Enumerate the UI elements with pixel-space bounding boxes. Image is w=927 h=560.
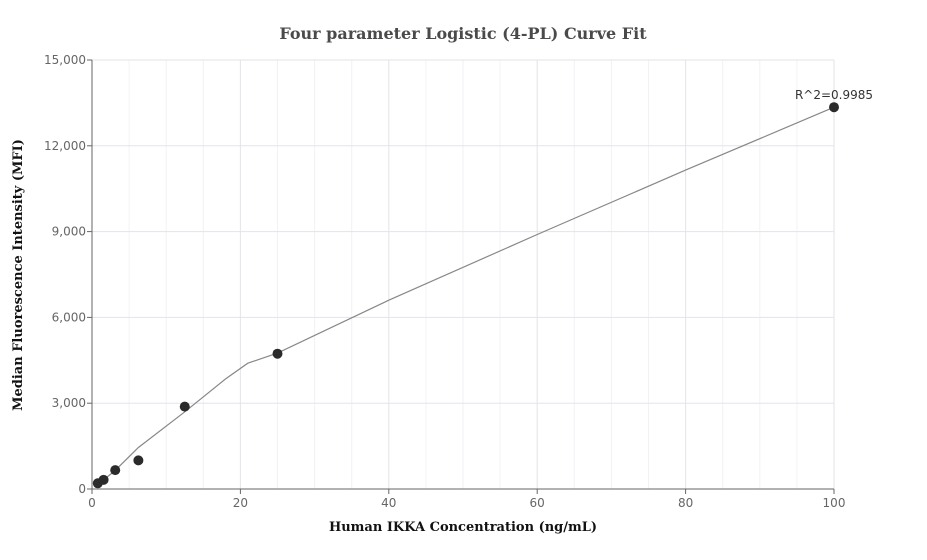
y-tick-label: 15,000 <box>44 53 86 67</box>
y-tick-label: 12,000 <box>44 139 86 153</box>
x-tick-label: 100 <box>823 496 846 510</box>
y-tick-label: 0 <box>78 482 86 496</box>
data-points <box>92 102 839 489</box>
tick-labels: 0 20 40 60 80 100 0 3,000 6,000 9,000 12,000 15,000 <box>44 53 845 510</box>
data-point <box>179 401 190 412</box>
y-tick-label: 6,000 <box>52 310 86 324</box>
data-point <box>133 455 144 466</box>
fit-curve-layer <box>97 106 835 486</box>
fit-curve <box>97 106 835 486</box>
axes <box>91 60 834 490</box>
x-tick-label: 0 <box>88 496 96 510</box>
chart-title: Four parameter Logistic (4-PL) Curve Fit <box>279 24 647 43</box>
data-point <box>110 465 121 476</box>
annotations: R^2=0.9985 <box>795 88 873 102</box>
x-tick-label: 40 <box>381 496 396 510</box>
y-tick-label: 3,000 <box>52 396 86 410</box>
grid <box>91 59 835 490</box>
data-point <box>829 102 839 113</box>
r-squared-annotation: R^2=0.9985 <box>795 88 873 102</box>
y-axis-title: Median Fluorescence Intensity (MFI) <box>11 139 26 411</box>
x-tick-label: 80 <box>678 496 693 510</box>
x-tick-label: 20 <box>233 496 248 510</box>
x-tick-label: 60 <box>530 496 545 510</box>
data-point <box>272 348 283 359</box>
data-point <box>98 474 109 485</box>
x-axis-title: Human IKKA Concentration (ng/mL) <box>329 520 597 535</box>
y-tick-label: 9,000 <box>52 225 86 239</box>
